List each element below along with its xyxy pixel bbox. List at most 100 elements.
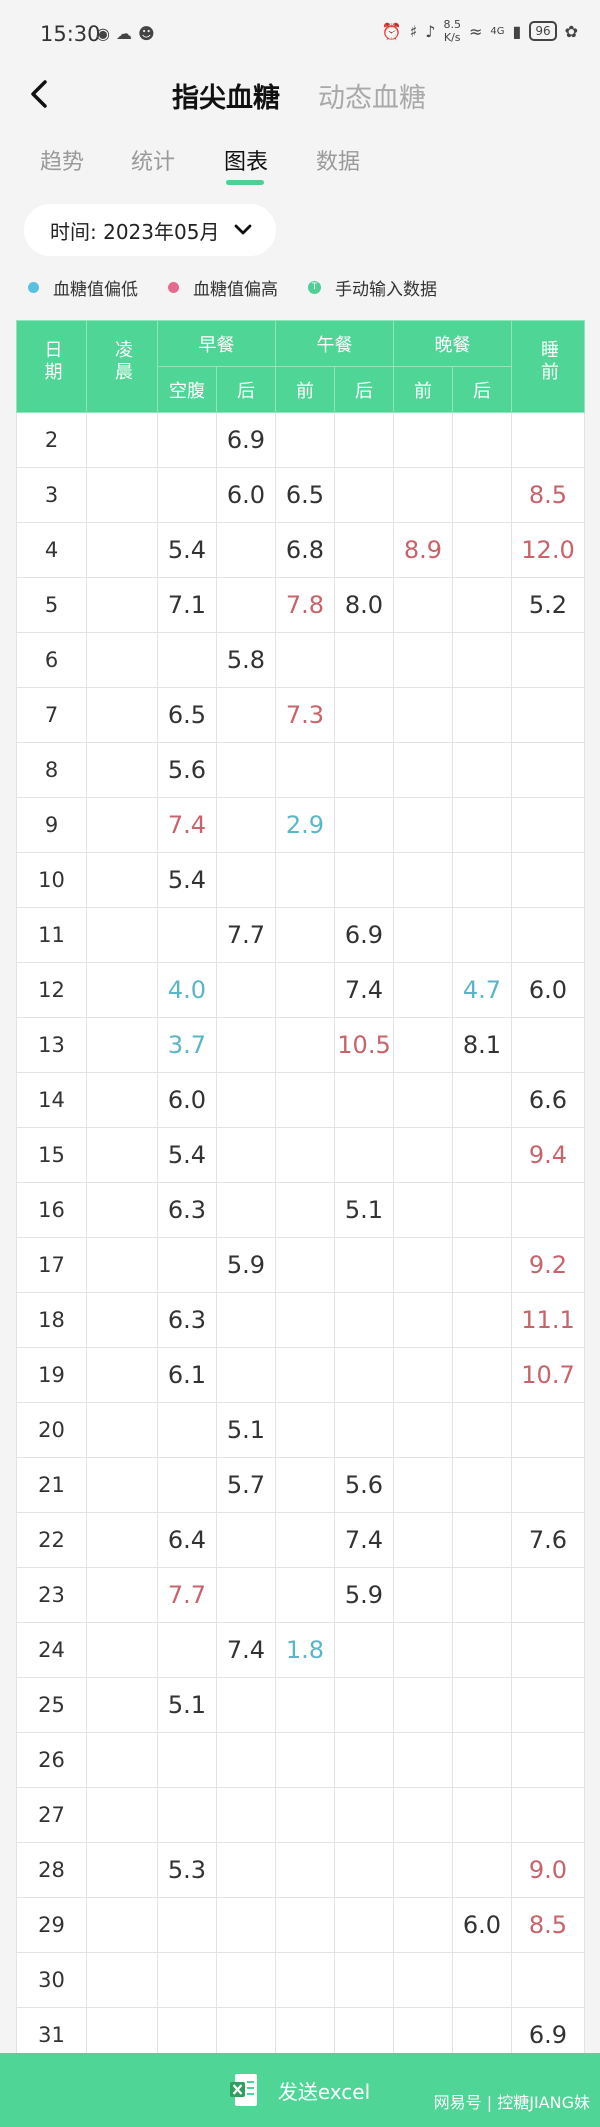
cell-day: 28 xyxy=(16,1842,87,1898)
cell-dinner-after xyxy=(452,577,512,633)
cell-lunch-after xyxy=(334,1237,394,1293)
table-row: 19 6.1 10.7 xyxy=(16,1347,585,1403)
cell-breakfast-after xyxy=(216,1017,276,1073)
low-dot-icon xyxy=(28,281,39,293)
cell-dinner-after xyxy=(452,852,512,908)
cell-dawn xyxy=(86,1402,158,1458)
cell-dawn xyxy=(86,1347,158,1403)
cell-breakfast-after: 7.7 xyxy=(216,907,276,963)
cell-breakfast-after xyxy=(216,1842,276,1898)
cell-lunch-after xyxy=(334,467,394,523)
legend-low-label: 血糖值偏低 xyxy=(53,279,138,300)
cell-fasting: 7.7 xyxy=(157,1567,217,1623)
cell-lunch-before xyxy=(275,1952,335,2008)
table-row: 21 5.7 5.6 xyxy=(16,1457,585,1513)
back-arrow-icon xyxy=(31,80,47,108)
back-button[interactable] xyxy=(20,74,60,114)
cell-dinner-before xyxy=(393,687,453,743)
cell-dawn xyxy=(86,1457,158,1513)
cell-fasting: 5.4 xyxy=(157,852,217,908)
cell-dinner-after xyxy=(452,797,512,853)
cell-breakfast-after xyxy=(216,1072,276,1128)
cell-day: 21 xyxy=(16,1457,87,1513)
month-selector[interactable]: 时间: 2023年05月 xyxy=(24,204,276,256)
subtab-statistics[interactable]: 统计 xyxy=(131,150,176,175)
cell-bedtime: 9.0 xyxy=(511,1842,585,1898)
cell-dinner-before xyxy=(393,1072,453,1128)
sub-tabs: 趋势 统计 图表 数据 xyxy=(0,140,600,190)
cell-fasting: 7.4 xyxy=(157,797,217,853)
cell-bedtime xyxy=(511,1567,585,1623)
cell-fasting: 7.1 xyxy=(157,577,217,633)
month-selector-label: 时间: 2023年05月 xyxy=(50,219,220,244)
cell-lunch-after xyxy=(334,1732,394,1788)
cell-breakfast-after: 7.4 xyxy=(216,1622,276,1678)
cell-breakfast-after xyxy=(216,1732,276,1788)
cell-lunch-after xyxy=(334,687,394,743)
table-row: 5 7.1 7.8 8.0 5.2 xyxy=(16,577,585,633)
cell-dawn xyxy=(86,1952,158,2008)
cell-bedtime: 7.6 xyxy=(511,1512,585,1568)
cell-bedtime xyxy=(511,412,585,468)
cell-fasting: 5.4 xyxy=(157,522,217,578)
subtab-chart[interactable]: 图表 xyxy=(224,150,269,175)
cell-dawn xyxy=(86,797,158,853)
cell-lunch-before xyxy=(275,1457,335,1513)
tab-dynamic-glucose[interactable]: 动态血糖 xyxy=(318,83,426,114)
cell-dinner-before xyxy=(393,852,453,908)
cell-lunch-before xyxy=(275,962,335,1018)
cell-dinner-before xyxy=(393,1292,453,1348)
cell-bedtime xyxy=(511,1952,585,2008)
cell-lunch-before xyxy=(275,852,335,908)
cell-dinner-before: 8.9 xyxy=(393,522,453,578)
cell-fasting xyxy=(157,1237,217,1293)
cell-fasting xyxy=(157,412,217,468)
cell-dinner-after xyxy=(452,1127,512,1183)
cell-dawn xyxy=(86,1732,158,1788)
cell-lunch-before xyxy=(275,632,335,688)
glucose-table-container: 日期 凌晨 早餐 午餐 晚餐 睡前 空腹 后 前 后 前 后 2 6.9 3 6.0 6… xyxy=(16,320,585,2063)
cell-lunch-before: 1.8 xyxy=(275,1622,335,1678)
cell-lunch-after xyxy=(334,1292,394,1348)
send-excel-button[interactable]: 发送excel 网易号 | 控糖JIANG妹 xyxy=(0,2053,600,2127)
cell-lunch-after xyxy=(334,1842,394,1898)
cell-lunch-after xyxy=(334,797,394,853)
cell-bedtime: 5.2 xyxy=(511,577,585,633)
cell-fasting: 5.4 xyxy=(157,1127,217,1183)
cell-dinner-after xyxy=(452,1622,512,1678)
cell-dawn xyxy=(86,467,158,523)
cell-lunch-before: 2.9 xyxy=(275,797,335,853)
header-dinner-after: 后 xyxy=(452,366,512,413)
mute-icon: ♪ xyxy=(425,21,436,41)
cell-day: 11 xyxy=(16,907,87,963)
cell-bedtime xyxy=(511,907,585,963)
leaf-icon: ✿ xyxy=(564,21,578,41)
cell-bedtime xyxy=(511,1677,585,1733)
cell-breakfast-after xyxy=(216,522,276,578)
cell-dinner-before xyxy=(393,1622,453,1678)
cell-dawn xyxy=(86,577,158,633)
cell-lunch-after: 6.9 xyxy=(334,907,394,963)
cell-fasting: 6.0 xyxy=(157,1072,217,1128)
cell-dinner-before xyxy=(393,1787,453,1843)
subtab-data[interactable]: 数据 xyxy=(316,150,361,175)
cell-dinner-before xyxy=(393,907,453,963)
cell-dinner-before xyxy=(393,962,453,1018)
manual-input-icon: T xyxy=(308,280,321,294)
cell-dinner-before xyxy=(393,742,453,798)
signal-icon: ▮ xyxy=(512,21,522,41)
cell-fasting: 6.3 xyxy=(157,1182,217,1238)
cell-dawn xyxy=(86,1842,158,1898)
cell-day: 10 xyxy=(16,852,87,908)
cell-lunch-before xyxy=(275,1842,335,1898)
cell-fasting: 5.1 xyxy=(157,1677,217,1733)
subtab-trend[interactable]: 趋势 xyxy=(40,150,85,175)
cell-day: 8 xyxy=(16,742,87,798)
cell-bedtime xyxy=(511,687,585,743)
legend-low: 血糖值偏低 xyxy=(28,275,138,300)
table-row: 4 5.4 6.8 8.9 12.0 xyxy=(16,522,585,578)
cell-lunch-before xyxy=(275,1677,335,1733)
cell-dinner-after xyxy=(452,1402,512,1458)
tab-fingertip-glucose[interactable]: 指尖血糖 xyxy=(172,83,280,114)
glucose-table: 日期 凌晨 早餐 午餐 晚餐 睡前 空腹 后 前 后 前 后 2 6.9 3 6.0 6… xyxy=(16,320,585,2063)
